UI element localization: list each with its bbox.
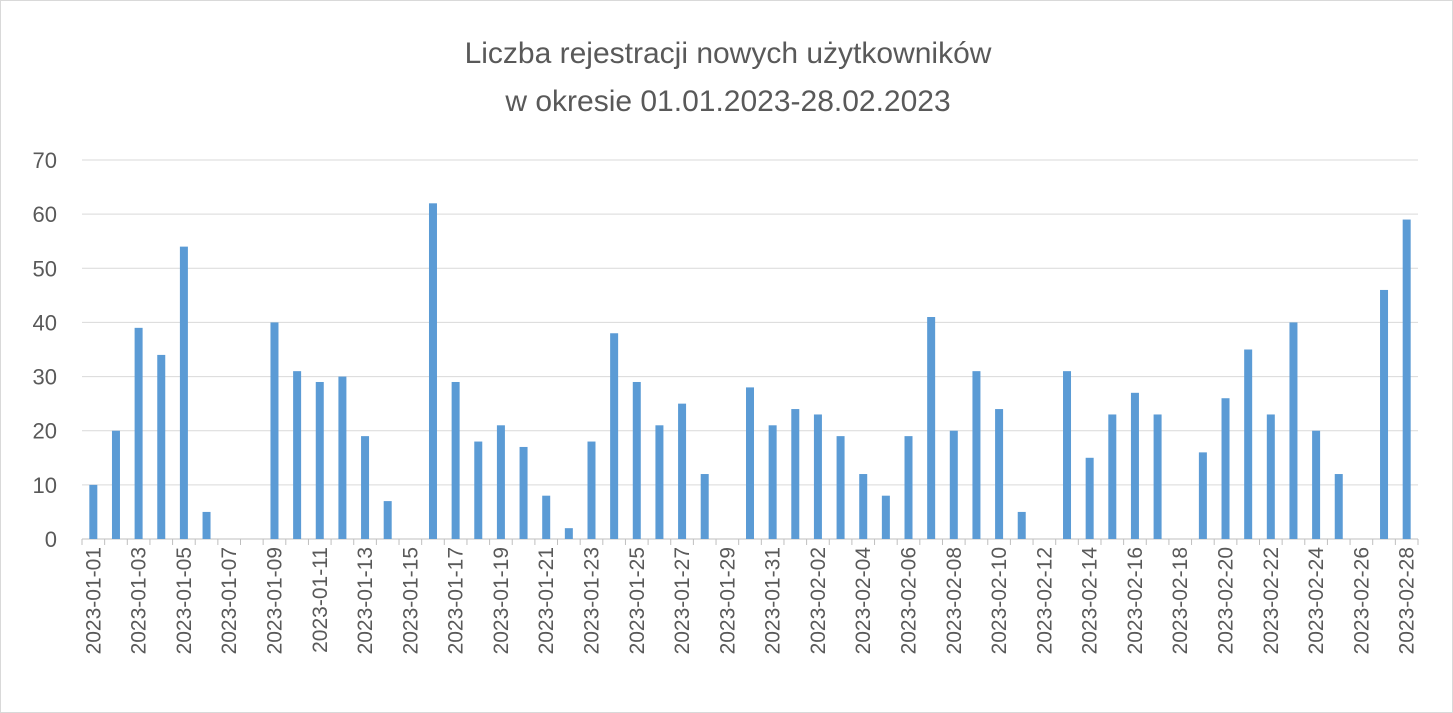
- bar-2023-01-17: [451, 381, 460, 539]
- y-tick-label: 20: [33, 419, 57, 444]
- x-tick-label: 2023-01-11: [309, 547, 332, 653]
- bar-2023-01-30: [746, 387, 754, 539]
- y-tick-label: 40: [33, 310, 57, 335]
- gridlines: [81, 159, 1419, 545]
- x-tick-label: 2023-01-31: [762, 547, 785, 654]
- x-tick-label: 2023-01-21: [535, 547, 558, 654]
- bar-2023-02-04: [859, 474, 868, 539]
- chart-title-line-1: Liczba rejestracji nowych użytkowników: [465, 37, 992, 70]
- bar-2023-02-07: [927, 317, 936, 539]
- y-tick-label: 10: [33, 473, 57, 498]
- bar-2023-02-22: [1266, 414, 1275, 539]
- x-tick-label: 2023-01-25: [626, 547, 649, 654]
- bar-2023-02-15: [1108, 414, 1117, 539]
- x-tick-label: 2023-02-12: [1033, 547, 1056, 654]
- bar-2023-01-04: [157, 354, 166, 539]
- x-tick-label: 2023-01-23: [580, 547, 603, 654]
- bar-2023-02-03: [836, 436, 845, 539]
- bar-2023-01-12: [338, 376, 347, 539]
- x-tick-label: 2023-02-10: [988, 547, 1011, 654]
- x-tick-label: 2023-02-26: [1350, 547, 1373, 654]
- bar-2023-01-11: [315, 381, 324, 539]
- bar-2023-01-22: [564, 528, 573, 539]
- x-tick-label: 2023-01-27: [671, 547, 694, 654]
- bar-2023-01-28: [700, 474, 709, 539]
- x-tick-label: 2023-01-29: [716, 547, 739, 654]
- bar-2023-01-13: [361, 436, 370, 539]
- x-tick-label: 2023-01-13: [354, 547, 377, 654]
- bar-2023-01-09: [270, 322, 279, 539]
- bar-2023-01-24: [610, 333, 619, 539]
- bar-2023-01-02: [111, 430, 120, 539]
- bar-2023-02-08: [949, 430, 958, 539]
- bar-2023-02-23: [1289, 322, 1298, 539]
- bar-2023-02-13: [1063, 371, 1072, 539]
- x-tick-label: 2023-01-07: [218, 547, 241, 654]
- bar-2023-02-25: [1334, 474, 1343, 539]
- y-tick-label: 30: [33, 365, 57, 390]
- bar-2023-02-16: [1130, 392, 1139, 539]
- y-tick-label: 50: [33, 256, 57, 281]
- bar-2023-01-27: [678, 403, 687, 539]
- x-tick-label: 2023-02-04: [852, 547, 875, 655]
- bar-2023-02-10: [995, 409, 1004, 539]
- bars: [89, 203, 1411, 540]
- bar-2023-01-25: [632, 381, 641, 539]
- bar-2023-01-01: [89, 484, 98, 539]
- bar-2023-01-20: [519, 446, 528, 539]
- x-tick-label: 2023-02-24: [1305, 547, 1328, 655]
- bar-2023-02-09: [972, 371, 981, 539]
- x-tick-label: 2023-02-18: [1169, 547, 1192, 654]
- y-tick-label: 0: [45, 527, 57, 552]
- bar-2023-01-05: [179, 246, 188, 539]
- chart-title-line-2: w okresie 01.01.2023-28.02.2023: [504, 85, 950, 118]
- bar-2023-02-27: [1380, 289, 1389, 539]
- bar-2023-02-01: [791, 409, 800, 539]
- y-tick-label: 60: [33, 202, 57, 227]
- bar-2023-02-24: [1312, 430, 1321, 539]
- x-tick-label: 2023-01-17: [445, 547, 468, 654]
- x-tick-label: 2023-01-05: [173, 547, 196, 654]
- x-axis-ticks: 2023-01-01 2023-01-03 2023-01-05 2023-01-07…: [82, 547, 1418, 655]
- x-tick-label: 2023-01-03: [128, 547, 151, 654]
- x-tick-label: 2023-01-01: [82, 547, 105, 654]
- bar-2023-02-02: [813, 414, 822, 539]
- bar-2023-01-26: [655, 425, 664, 539]
- bar-2023-02-11: [1017, 511, 1026, 539]
- y-axis-ticks: 0 10 20 30 40 50 60 70: [33, 148, 57, 552]
- x-tick-label: 2023-01-09: [263, 547, 286, 654]
- y-tick-label: 70: [33, 148, 57, 173]
- bar-2023-02-14: [1085, 457, 1094, 539]
- bar-2023-02-28: [1402, 219, 1411, 540]
- bar-2023-01-14: [383, 501, 392, 539]
- x-tick-label: 2023-02-06: [898, 547, 921, 654]
- x-tick-label: 2023-02-14: [1079, 547, 1102, 655]
- bar-2023-01-16: [428, 203, 437, 540]
- bar-2023-02-19: [1198, 452, 1207, 539]
- bar-2023-01-06: [202, 511, 211, 539]
- x-tick-label: 2023-02-22: [1260, 547, 1283, 654]
- bar-2023-01-03: [134, 327, 143, 539]
- bar-2023-02-21: [1244, 349, 1253, 539]
- x-tick-label: 2023-02-20: [1215, 547, 1238, 654]
- bar-2023-01-10: [293, 371, 302, 539]
- bar-2023-01-23: [587, 441, 596, 539]
- x-tick-label: 2023-01-15: [399, 547, 422, 654]
- bar-2023-01-31: [768, 425, 777, 539]
- bar-2023-02-05: [881, 495, 890, 539]
- x-tick-label: 2023-02-02: [807, 547, 830, 654]
- bar-2023-01-21: [542, 495, 551, 539]
- bar-2023-02-20: [1221, 398, 1230, 539]
- x-tick-label: 2023-02-16: [1124, 547, 1147, 654]
- x-tick-label: 2023-01-19: [490, 547, 513, 654]
- bar-2023-01-19: [496, 425, 505, 539]
- bar-2023-02-06: [904, 436, 913, 539]
- x-tick-label: 2023-02-08: [943, 547, 966, 654]
- x-tick-label: 2023-02-28: [1396, 547, 1419, 654]
- bar-2023-02-17: [1153, 414, 1162, 539]
- bar-2023-01-18: [474, 441, 483, 539]
